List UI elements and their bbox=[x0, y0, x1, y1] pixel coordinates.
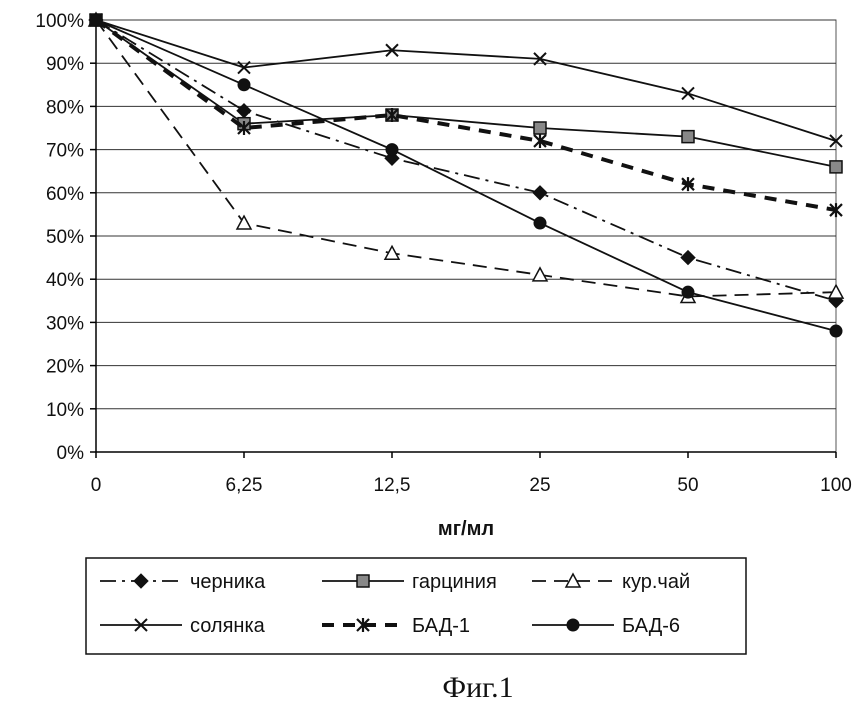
marker-star bbox=[681, 177, 695, 192]
marker-circle bbox=[385, 143, 399, 157]
marker-square bbox=[356, 574, 370, 588]
y-tick-label: 100% bbox=[35, 11, 84, 32]
series-line bbox=[95, 19, 837, 168]
y-tick-label: 10% bbox=[46, 400, 84, 421]
legend-item: кур.чай bbox=[532, 571, 690, 593]
marker-x bbox=[681, 86, 695, 101]
series-line bbox=[95, 19, 837, 302]
x-tick-label: 6,25 bbox=[226, 475, 263, 496]
legend-label: черника bbox=[190, 571, 266, 593]
x-tick-label: 25 bbox=[529, 475, 550, 496]
legend-label: кур.чай bbox=[622, 571, 690, 593]
marker-circle bbox=[566, 618, 580, 632]
marker-triangle bbox=[564, 572, 582, 588]
marker-star bbox=[829, 203, 843, 218]
legend-box bbox=[85, 557, 747, 655]
y-tick-label: 40% bbox=[46, 270, 84, 291]
marker-x bbox=[829, 134, 843, 148]
marker-diamond bbox=[680, 249, 696, 266]
marker-triangle bbox=[235, 214, 253, 230]
y-tick-label: 50% bbox=[46, 227, 84, 248]
marker-x bbox=[385, 43, 399, 57]
legend-label: солянка bbox=[190, 615, 266, 637]
y-tick-label: 80% bbox=[46, 97, 84, 118]
marker-triangle bbox=[531, 266, 549, 282]
legend-item: солянка bbox=[100, 615, 266, 637]
marker-triangle bbox=[827, 283, 845, 299]
marker-star bbox=[533, 133, 547, 148]
x-tick-label: 100 bbox=[820, 475, 852, 496]
marker-circle bbox=[681, 285, 695, 299]
y-tick-label: 0% bbox=[57, 443, 85, 464]
legend-label: БАД-1 bbox=[412, 615, 470, 637]
series-БАД-6 bbox=[89, 13, 843, 338]
series-line bbox=[95, 19, 837, 332]
marker-circle bbox=[533, 216, 547, 230]
x-tick-label: 0 bbox=[91, 475, 102, 496]
marker-circle bbox=[237, 78, 251, 92]
marker-star bbox=[385, 108, 399, 123]
series-line bbox=[94, 18, 837, 213]
y-axis-ticks: 0% 10% 20% 30% 40% 50% 60% 70% 80% 90% 100% bbox=[35, 11, 96, 464]
legend-item: черника bbox=[100, 571, 266, 593]
figure-caption: Фиг.1 bbox=[442, 671, 513, 704]
y-tick-label: 70% bbox=[46, 141, 84, 162]
series-line bbox=[95, 19, 837, 142]
marker-triangle bbox=[383, 244, 401, 261]
series-group bbox=[87, 11, 845, 338]
marker-diamond bbox=[532, 185, 548, 201]
marker-x bbox=[533, 52, 547, 66]
legend-item: БАД-1 bbox=[322, 615, 470, 637]
x-tick-label: 12,5 bbox=[374, 475, 411, 496]
marker-diamond bbox=[133, 573, 149, 589]
marker-x bbox=[134, 618, 148, 632]
y-tick-label: 90% bbox=[46, 54, 84, 75]
gridlines bbox=[96, 19, 836, 410]
x-tick-label: 50 bbox=[677, 475, 698, 496]
marker-square bbox=[533, 121, 547, 135]
legend-item: БАД-6 bbox=[532, 615, 680, 637]
series-line bbox=[95, 19, 837, 298]
y-tick-label: 20% bbox=[46, 357, 84, 378]
legend-item: гарциния bbox=[322, 571, 497, 593]
marker-x bbox=[237, 60, 251, 75]
y-tick-label: 60% bbox=[46, 184, 84, 205]
marker-square bbox=[829, 160, 843, 174]
marker-star bbox=[237, 121, 251, 135]
marker-circle bbox=[829, 324, 843, 338]
y-tick-label: 30% bbox=[46, 313, 84, 334]
marker-star bbox=[356, 618, 370, 632]
series-гарциния bbox=[89, 13, 843, 174]
x-axis-label: мг/мл bbox=[438, 518, 494, 540]
legend-label: БАД-6 bbox=[622, 615, 680, 637]
legend: черника гарциния кур.чай солянка БАД-1 БАД-6 bbox=[100, 571, 690, 637]
marker-circle bbox=[89, 13, 103, 27]
x-axis-ticks: 0 6,25 12,5 25 50 100 bbox=[91, 452, 852, 496]
marker-square bbox=[681, 129, 695, 144]
legend-label: гарциния bbox=[412, 571, 497, 593]
